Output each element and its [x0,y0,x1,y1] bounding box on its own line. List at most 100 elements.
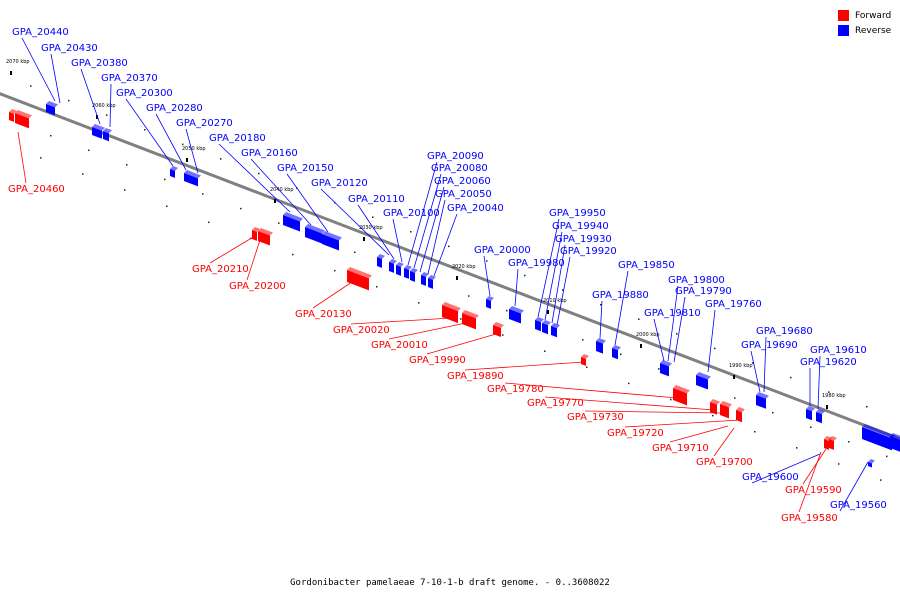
track-dot-upper-6 [258,172,260,175]
track-dot-lower-21 [848,441,850,443]
reverse-gene-glyph-0-top [46,101,58,108]
gene-label-gpa-19600: GPA_19600 [742,472,799,483]
leader-line-gpa-19930 [551,244,566,324]
track-dot-upper-15 [600,303,602,306]
leader-line-gpa-20050 [427,199,446,275]
leader-line-gpa-19580 [798,451,822,513]
tick-label-2050-kbp: 2050 kbp [182,146,206,152]
tick-label-2010-kbp: 2010 kbp [543,298,567,304]
gene-label-gpa-19620: GPA_19620 [800,357,857,368]
reverse-gene-glyph-29-face [868,462,872,468]
reverse-gene-glyph-5-face [283,215,300,232]
leader-line-gpa-19710 [669,425,729,443]
reverse-gene-glyph-14-top [428,275,436,280]
forward-gene-glyph-11-face [720,404,729,419]
leader-line-gpa-19730 [584,410,725,414]
legend-label-forward: Forward [855,10,892,21]
tick-mark-2060-kbp [96,115,98,119]
gene-label-gpa-20020: GPA_20020 [333,325,390,336]
reverse-swatch [838,25,849,36]
track-dot-outer-19 [838,463,840,465]
gene-label-gpa-20010: GPA_20010 [371,340,428,351]
reverse-gene-glyph-15-top [486,296,494,301]
gene-label-gpa-20150: GPA_20150 [277,163,334,174]
gene-label-gpa-19940: GPA_19940 [552,221,609,232]
gene-label-gpa-19880: GPA_19880 [592,290,649,301]
track-dot-upper-14 [562,289,564,291]
forward-gene-glyph-6-face [462,313,476,330]
track-dot-outer-0 [40,157,42,159]
gene-label-gpa-19810: GPA_19810 [644,308,701,319]
leader-line-gpa-20210 [209,235,256,264]
leader-line-gpa-20040 [433,213,458,277]
reverse-gene-glyph-16-top [509,306,524,314]
leader-line-gpa-20100 [392,218,403,263]
track-dot-outer-20 [880,479,882,481]
leader-line-gpa-20150 [286,173,329,233]
track-dot-upper-18 [714,347,716,350]
leader-line-gpa-19940 [544,231,563,321]
track-dot-lower-15 [620,353,622,356]
leader-line-gpa-19790 [673,296,686,363]
gene-label-gpa-19800: GPA_19800 [668,275,725,286]
track-dot-lower-6 [278,222,280,224]
track-dot-lower-22 [886,455,888,458]
track-dot-upper-2 [106,114,108,116]
tick-mark-2050-kbp [186,158,188,162]
reverse-gene-glyph-7-top [322,231,342,241]
reverse-gene-glyph-18-top [542,320,551,326]
reverse-gene-glyph-11-face [404,268,409,279]
track-dot-upper-5 [220,158,222,160]
track-dot-upper-4 [182,143,184,146]
gene-label-gpa-20200: GPA_20200 [229,281,286,292]
gene-label-gpa-20050: GPA_20050 [435,189,492,200]
tick-label-2040-kbp: 2040 kbp [270,187,294,193]
track-dot-outer-8 [376,285,378,288]
leader-line-gpa-19770 [544,396,715,411]
gene-label-gpa-19690: GPA_19690 [741,340,798,351]
track-dot-outer-6 [292,253,294,256]
forward-gene-glyph-12-top [736,407,745,413]
leader-line-gpa-20160 [250,158,312,226]
gene-label-gpa-19730: GPA_19730 [567,412,624,423]
forward-gene-glyph-14-top [829,436,837,441]
reverse-gene-glyph-20-face [596,341,603,354]
track-dot-upper-12 [486,260,488,262]
tick-mark-2010-kbp [547,310,549,314]
forward-gene-glyph-0-face [9,112,14,122]
track-dot-lower-16 [658,368,660,370]
track-dot-lower-5 [240,207,242,210]
forward-gene-glyph-10-top [710,399,720,405]
reverse-gene-glyph-4-face [184,173,198,187]
reverse-gene-glyph-28-face [890,436,900,452]
leader-line-gpa-19590 [802,448,827,485]
leader-line-gpa-19600 [751,453,821,484]
track-dot-lower-1 [88,149,90,152]
track-dot-outer-2 [124,189,126,191]
track-dot-lower-4 [202,193,204,195]
forward-gene-glyph-3-top [258,228,273,236]
track-dot-outer-3 [166,205,168,207]
leader-line-gpa-19700 [713,427,735,457]
forward-gene-glyph-0-top [9,109,17,114]
reverse-gene-glyph-21-face [612,348,618,360]
track-dot-upper-21 [828,391,830,393]
reverse-gene-glyph-27-face [862,427,892,451]
reverse-gene-glyph-5-top [283,212,303,222]
tick-mark-2070-kbp [10,71,12,75]
track-dot-upper-20 [790,376,792,379]
leader-line-gpa-19980 [514,268,519,307]
gene-label-gpa-20210: GPA_20210 [192,264,249,275]
forward-gene-glyph-9-top [673,385,690,394]
genome-caption: Gordonibacter pamelaeae 7-10-1-b draft g… [290,578,610,588]
track-dot-outer-14 [628,382,630,385]
gene-label-gpa-19890: GPA_19890 [447,371,504,382]
reverse-gene-glyph-13-top [421,272,429,277]
gene-label-gpa-20060: GPA_20060 [434,176,491,187]
forward-gene-glyph-12-face [736,410,742,423]
legend-label-reverse: Reverse [855,25,892,36]
gene-label-gpa-20280: GPA_20280 [146,103,203,114]
track-dot-lower-20 [810,426,812,428]
reverse-gene-glyph-2-face [103,131,109,142]
